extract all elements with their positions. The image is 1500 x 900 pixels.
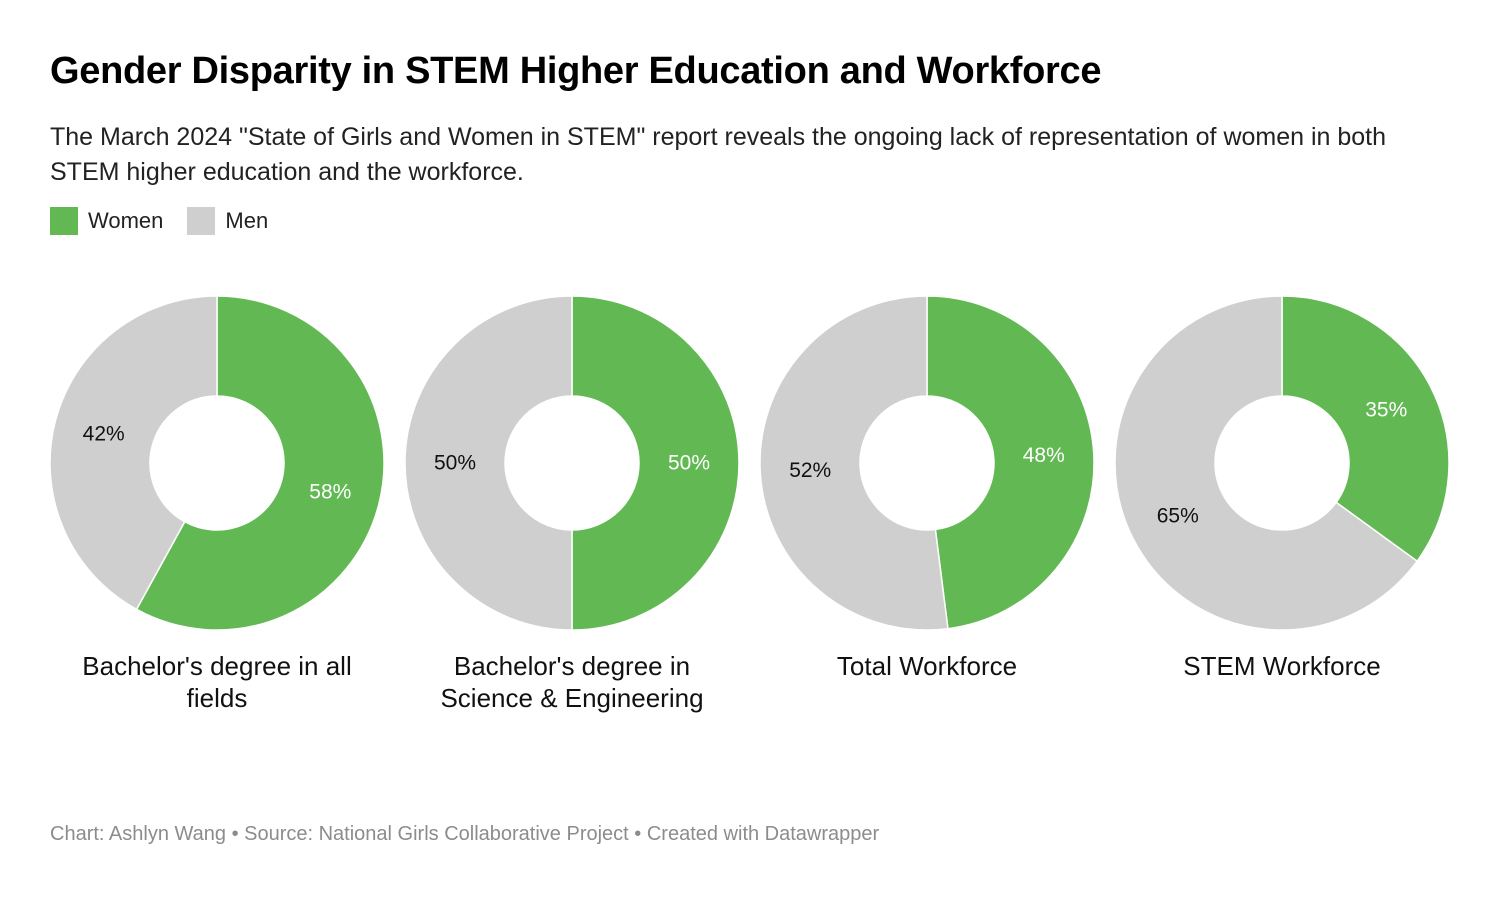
donut-title-2: Bachelor's degree in Science & Engineeri…	[440, 651, 704, 713]
slice-label-men-2: 50%	[434, 452, 476, 475]
slice-label-women-4: 35%	[1365, 398, 1407, 421]
slice-label-men-1: 42%	[83, 422, 125, 445]
legend-item-men: Men	[187, 207, 268, 235]
slice-women-2	[571, 295, 740, 631]
donut-title-4: STEM Workforce	[1183, 651, 1381, 681]
donut-chart-2: 50% 50%	[404, 295, 740, 631]
slice-men-4	[1114, 295, 1419, 631]
slice-label-women-3: 48%	[1023, 444, 1065, 467]
legend: Women Men	[50, 207, 292, 235]
slice-label-women-2: 50%	[668, 452, 710, 475]
chart-title: Gender Disparity in STEM Higher Educatio…	[50, 50, 1102, 92]
donut-chart-1: 58% 42%	[49, 295, 385, 631]
slice-women-3	[926, 295, 1095, 630]
donut-title-1: Bachelor's degree in all fields	[82, 651, 352, 713]
legend-label-men: Men	[225, 208, 269, 233]
slice-label-men-4: 65%	[1157, 505, 1199, 528]
donut-chart-3: 48% 52%	[759, 295, 1095, 631]
slice-women-4	[1281, 295, 1450, 563]
slice-men-3	[759, 295, 949, 631]
legend-swatch-men	[187, 207, 216, 235]
legend-item-women: Women	[50, 207, 163, 235]
slice-men-1	[49, 295, 218, 611]
legend-label-women: Women	[88, 208, 164, 233]
slice-men-2	[404, 295, 573, 631]
legend-swatch-women	[50, 207, 78, 235]
slice-label-women-1: 58%	[309, 481, 351, 504]
donut-chart-4: 35% 65%	[1114, 295, 1450, 631]
chart-footer: Chart: Ashlyn Wang • Source: National Gi…	[50, 823, 880, 845]
slice-women-1	[135, 295, 385, 631]
chart-subtitle: The March 2024 "State of Girls and Women…	[50, 123, 1387, 186]
donut-title-3: Total Workforce	[836, 651, 1018, 681]
slice-label-men-3: 52%	[789, 459, 831, 482]
